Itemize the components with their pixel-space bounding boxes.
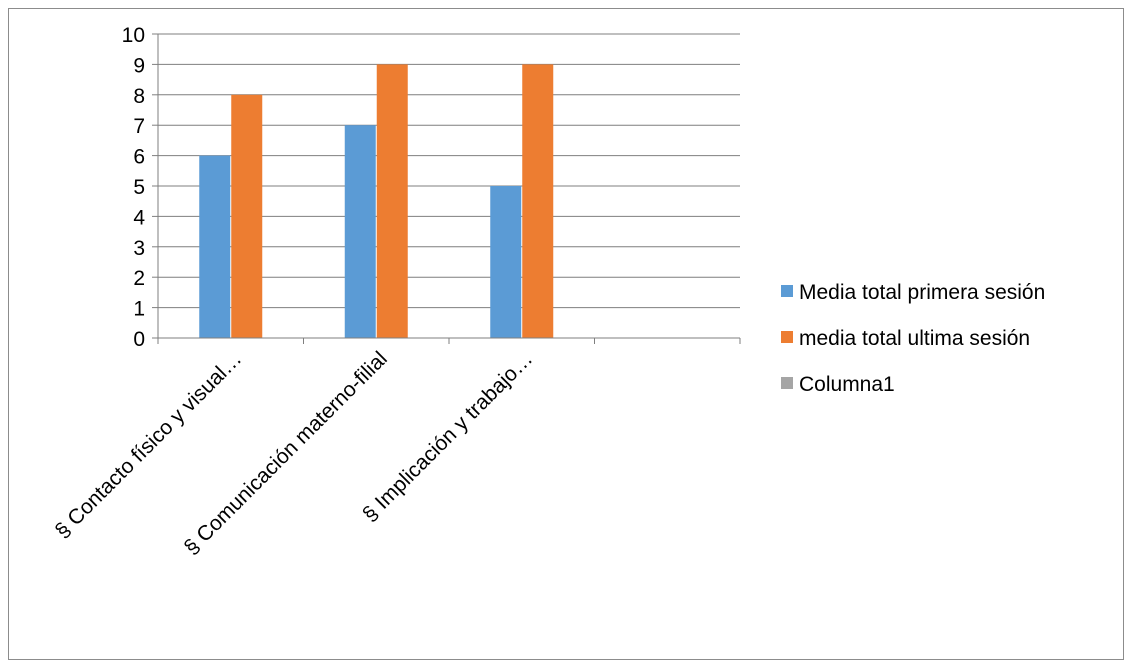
legend-swatch [781, 377, 793, 389]
y-tick-label: 6 [133, 146, 145, 169]
legend-swatch [781, 331, 793, 343]
chart-frame [8, 8, 1124, 660]
y-tick-label: 0 [133, 328, 145, 351]
bar-primera-2 [490, 186, 522, 338]
y-tick-label: 1 [133, 298, 145, 321]
legend-label: media total ultima sesión [799, 327, 1030, 350]
y-tick-label: 7 [133, 115, 145, 138]
y-tick-label: 4 [133, 206, 145, 229]
y-tick-label: 2 [133, 267, 145, 290]
bar-ultima-0 [231, 94, 263, 338]
y-tick-label: 8 [133, 85, 145, 108]
y-tick-label: 5 [133, 176, 145, 199]
y-tick-label: 9 [133, 54, 145, 77]
bar-ultima-2 [522, 64, 554, 339]
bar-primera-1 [344, 125, 376, 338]
bar-ultima-1 [376, 64, 408, 339]
bar-primera-0 [199, 155, 231, 338]
y-tick-label: 10 [122, 24, 145, 47]
x-category-label: § Implicación y trabajo… [358, 347, 537, 526]
legend-label: Columna1 [799, 373, 895, 396]
legend-label: Media total primera sesión [799, 281, 1045, 304]
y-tick-label: 3 [133, 237, 145, 260]
legend-swatch [781, 285, 793, 297]
